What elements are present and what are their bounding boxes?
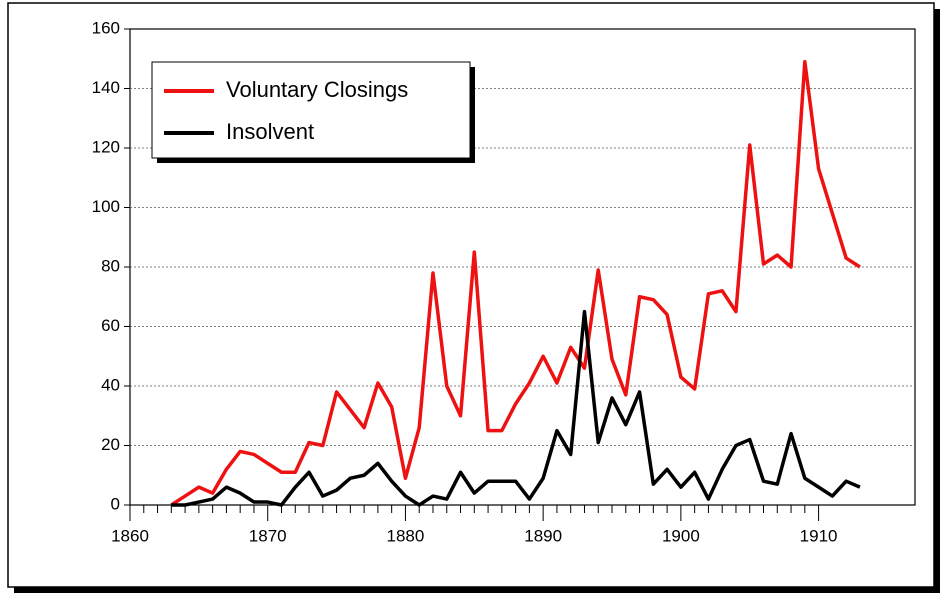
legend (151, 61, 471, 159)
y-tick-label: 160 (92, 18, 120, 37)
y-tick-label: 60 (101, 316, 120, 335)
legend-label: Voluntary Closings (226, 77, 408, 102)
x-tick-label: 1860 (111, 526, 149, 545)
y-tick-label: 40 (101, 375, 120, 394)
x-tick-label: 1880 (387, 526, 425, 545)
y-tick-label: 120 (92, 137, 120, 156)
series-line (171, 309, 861, 507)
y-tick-label: 140 (92, 78, 120, 97)
y-tick-label: 20 (101, 435, 120, 454)
y-tick-label: 100 (92, 197, 120, 216)
x-tick-label: 1900 (662, 526, 700, 545)
x-tick-label: 1890 (524, 526, 562, 545)
x-tick-label: 1910 (800, 526, 838, 545)
legend-label: Insolvent (226, 119, 314, 144)
x-tick-label: 1870 (249, 526, 287, 545)
y-tick-label: 0 (111, 494, 120, 513)
y-tick-label: 80 (101, 256, 120, 275)
series-line (170, 59, 861, 507)
